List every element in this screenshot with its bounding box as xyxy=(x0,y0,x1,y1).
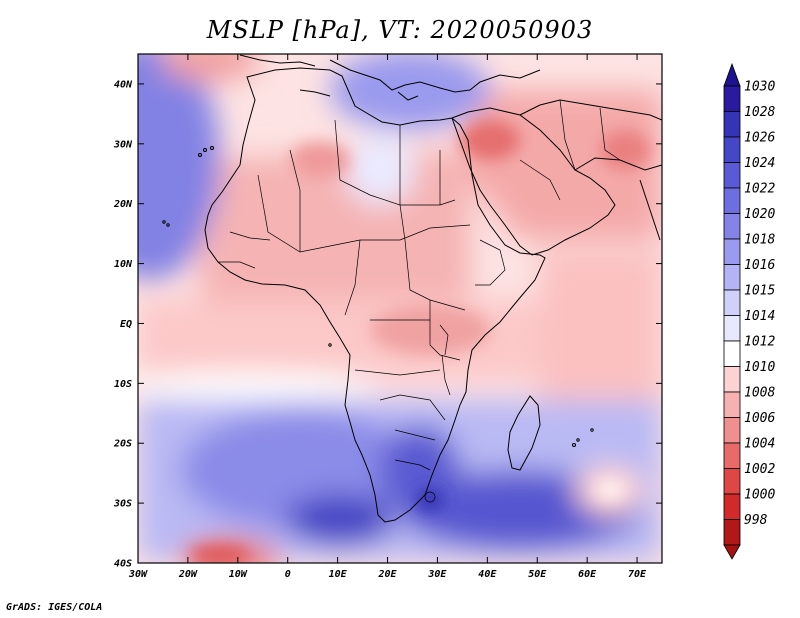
colorbar-swatch xyxy=(723,315,741,342)
colorbar-swatch xyxy=(723,289,741,316)
y-axis: 40S 30S 20S 10S EQ 10N 20N 30N 40N xyxy=(113,79,662,570)
x-tick-label: 50E xyxy=(528,569,547,580)
credit-text: GrADS: IGES/COLA xyxy=(6,602,103,613)
colorbar-label: 1020 xyxy=(744,207,775,222)
colorbar: 1030 1028 1026 1024 1022 1020 1018 1016 1015 1014… xyxy=(723,62,775,560)
colorbar-label: 1018 xyxy=(744,233,775,248)
colorbar-label: 1012 xyxy=(744,335,775,350)
y-tick-label: 10S xyxy=(114,379,132,390)
y-tick-label: 10N xyxy=(114,259,133,270)
colorbar-swatch xyxy=(723,187,741,214)
colorbar-label: 1002 xyxy=(744,462,775,477)
colorbar-swatch xyxy=(723,468,741,495)
x-tick-label: 30W xyxy=(128,569,148,580)
colorbar-label: 1030 xyxy=(744,80,775,95)
plot-frame xyxy=(137,53,663,564)
colorbar-bottom-arrow xyxy=(723,544,741,560)
country-borders xyxy=(218,99,621,503)
x-tick-label: 10W xyxy=(229,569,248,580)
colorbar-label: 1010 xyxy=(744,360,775,375)
y-tick-label: 20S xyxy=(113,439,132,450)
colorbar-swatch xyxy=(723,111,741,138)
colorbar-swatch xyxy=(723,417,741,444)
colorbar-swatch xyxy=(723,366,741,393)
y-tick-label: 40S xyxy=(114,559,132,570)
x-tick-label: 70E xyxy=(628,569,647,580)
colorbar-label: 1028 xyxy=(744,105,775,120)
x-tick-label: 40E xyxy=(478,569,497,580)
colorbar-swatch xyxy=(723,519,741,546)
colorbar-swatch xyxy=(723,136,741,163)
colorbar-swatch xyxy=(723,162,741,189)
x-tick-label: 60E xyxy=(578,569,597,580)
y-tick-label: 30N xyxy=(113,139,133,150)
colorbar-swatch xyxy=(723,85,741,112)
x-tick-label: 30E xyxy=(427,569,447,580)
colorbar-swatch xyxy=(723,391,741,418)
chart-title: MSLP [hPa], VT: 2020050903 xyxy=(206,16,594,44)
colorbar-swatch xyxy=(723,213,741,240)
colorbar-label: 1016 xyxy=(744,258,775,273)
x-tick-label: 20W xyxy=(178,569,198,580)
x-tick-label: 20E xyxy=(377,569,397,580)
colorbar-label: 1026 xyxy=(744,131,775,146)
colorbar-label: 1015 xyxy=(744,284,775,299)
colorbar-label: 1014 xyxy=(744,309,775,324)
y-tick-label: EQ xyxy=(120,319,132,330)
colorbar-label: 1024 xyxy=(744,156,775,171)
y-tick-label: 40N xyxy=(114,79,133,90)
pressure-field xyxy=(138,54,662,563)
coastlines xyxy=(162,54,662,523)
colorbar-label: 1022 xyxy=(744,182,775,197)
y-tick-label: 20N xyxy=(113,199,133,210)
x-tick-label: 0 xyxy=(285,569,291,580)
colorbar-swatch xyxy=(723,493,741,520)
colorbar-top-arrow xyxy=(723,62,741,87)
colorbar-label: 1006 xyxy=(744,411,775,426)
colorbar-swatch xyxy=(723,340,741,367)
x-axis: 30W 20W 10W 0 10E 20E 30E 40E 50E 60E 70E xyxy=(128,54,647,580)
colorbar-label: 1000 xyxy=(744,488,775,503)
y-tick-label: 30S xyxy=(113,499,132,510)
colorbar-swatch xyxy=(723,238,741,265)
colorbar-swatch xyxy=(723,264,741,291)
colorbar-label: 1008 xyxy=(744,386,775,401)
colorbar-label: 998 xyxy=(744,513,768,528)
colorbar-label: 1004 xyxy=(744,437,775,452)
x-tick-label: 10E xyxy=(329,569,348,580)
colorbar-swatch xyxy=(723,442,741,469)
